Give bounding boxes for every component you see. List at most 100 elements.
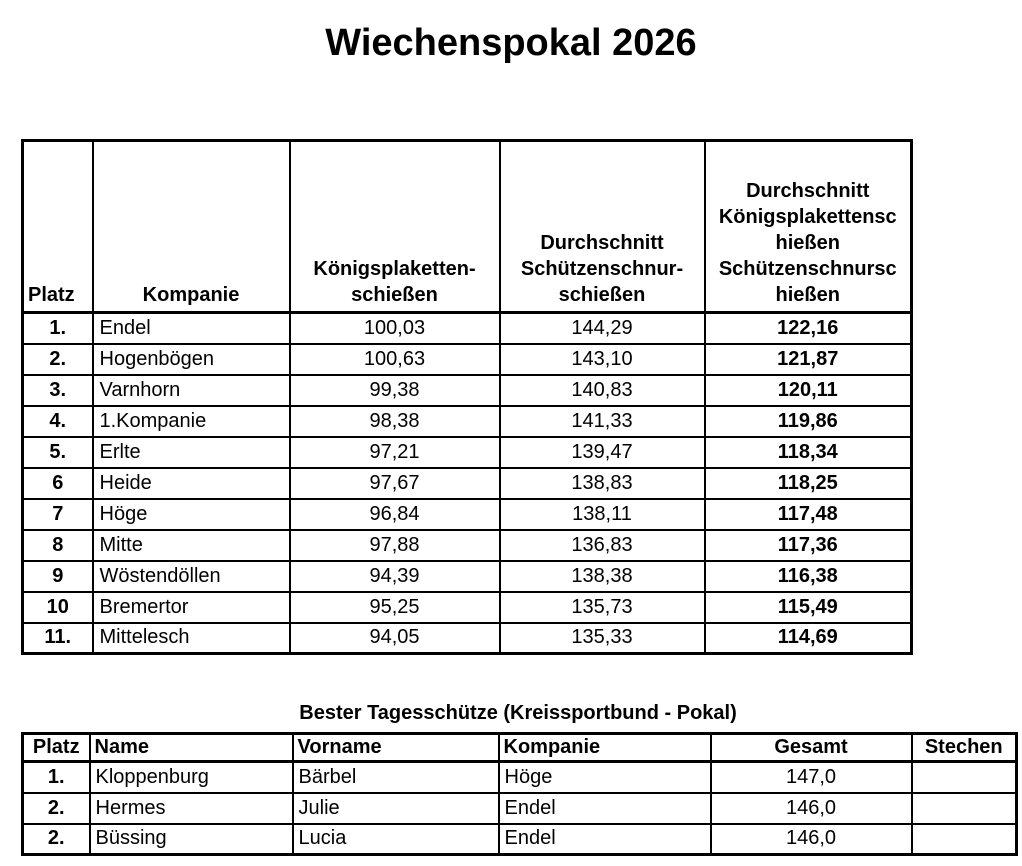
cell-stechen: [910, 822, 1018, 856]
cell-koenigsplaketten: 95,25: [288, 590, 501, 624]
column-header-name: Name: [88, 732, 294, 763]
cell-stechen: [910, 791, 1018, 825]
results-table: Platz Kompanie Königsplaketten- schießen…: [21, 139, 913, 655]
cell-name: Kloppenburg: [88, 760, 294, 794]
column-header-durchschnitt-schuetzenschnurschiessen: Durchschnitt Schützenschnur- schießen: [498, 139, 706, 314]
table-row: 1. Kloppenburg Bärbel Höge 147,0: [21, 760, 1018, 794]
best-shooter-table-body: 1. Kloppenburg Bärbel Höge 147,0 2. Herm…: [21, 760, 1018, 856]
cell-stechen: [910, 760, 1018, 794]
cell-schuetzenschnur: 138,38: [498, 559, 706, 593]
cell-durchschnitt: 114,69: [703, 621, 913, 655]
cell-schuetzenschnur: 138,83: [498, 466, 706, 500]
table-row: 9 Wöstendöllen 94,39 138,38 116,38: [21, 559, 913, 593]
cell-platz: 1.: [21, 311, 94, 345]
cell-kompanie: Endel: [91, 311, 291, 345]
cell-kompanie: Mittelesch: [91, 621, 291, 655]
cell-durchschnitt: 117,48: [703, 497, 913, 531]
cell-durchschnitt: 120,11: [703, 373, 913, 407]
cell-schuetzenschnur: 135,33: [498, 621, 706, 655]
column-header-kompanie: Kompanie: [91, 139, 291, 314]
cell-kompanie: Endel: [497, 791, 712, 825]
column-header-platz: Platz: [21, 139, 94, 314]
cell-platz: 2.: [21, 822, 91, 856]
table-row: 4. 1.Kompanie 98,38 141,33 119,86: [21, 404, 913, 438]
table-row: 7 Höge 96,84 138,11 117,48: [21, 497, 913, 531]
cell-durchschnitt: 118,25: [703, 466, 913, 500]
cell-kompanie: Hogenbögen: [91, 342, 291, 376]
results-table-header: Platz Kompanie Königsplaketten- schießen…: [21, 139, 913, 314]
table-row: 11. Mittelesch 94,05 135,33 114,69: [21, 621, 913, 655]
cell-platz: 9: [21, 559, 94, 593]
cell-kompanie: Höge: [497, 760, 712, 794]
cell-durchschnitt: 117,36: [703, 528, 913, 562]
cell-koenigsplaketten: 98,38: [288, 404, 501, 438]
cell-gesamt: 146,0: [709, 822, 913, 856]
table-row: 2. Hermes Julie Endel 146,0: [21, 791, 1018, 825]
column-header-koenigsplakettenschiessen: Königsplaketten- schießen: [288, 139, 501, 314]
cell-schuetzenschnur: 141,33: [498, 404, 706, 438]
cell-schuetzenschnur: 139,47: [498, 435, 706, 469]
cell-kompanie: Erlte: [91, 435, 291, 469]
table-row: 6 Heide 97,67 138,83 118,25: [21, 466, 913, 500]
cell-kompanie: Heide: [91, 466, 291, 500]
cell-kompanie: Endel: [497, 822, 712, 856]
cell-koenigsplaketten: 94,05: [288, 621, 501, 655]
column-header-platz: Platz: [21, 732, 91, 763]
column-header-durchschnitt-gesamt: Durchschnitt Königsplakettensc hießen Sc…: [703, 139, 913, 314]
best-shooter-table: Platz Name Vorname Kompanie Gesamt Stech…: [21, 732, 1018, 856]
cell-koenigsplaketten: 96,84: [288, 497, 501, 531]
cell-schuetzenschnur: 140,83: [498, 373, 706, 407]
cell-platz: 5.: [21, 435, 94, 469]
best-shooter-title: Bester Tagesschütze (Kreissportbund - Po…: [299, 702, 737, 724]
cell-koenigsplaketten: 99,38: [288, 373, 501, 407]
cell-durchschnitt: 118,34: [703, 435, 913, 469]
cell-schuetzenschnur: 135,73: [498, 590, 706, 624]
column-header-gesamt: Gesamt: [709, 732, 913, 763]
table-row: 8 Mitte 97,88 136,83 117,36: [21, 528, 913, 562]
cell-schuetzenschnur: 144,29: [498, 311, 706, 345]
cell-platz: 8: [21, 528, 94, 562]
cell-name: Hermes: [88, 791, 294, 825]
cell-platz: 2.: [21, 342, 94, 376]
cell-vorname: Bärbel: [291, 760, 500, 794]
table-row: 2. Hogenbögen 100,63 143,10 121,87: [21, 342, 913, 376]
column-header-kompanie: Kompanie: [497, 732, 712, 763]
cell-kompanie: Varnhorn: [91, 373, 291, 407]
cell-platz: 2.: [21, 791, 91, 825]
cell-kompanie: Wöstendöllen: [91, 559, 291, 593]
cell-koenigsplaketten: 97,88: [288, 528, 501, 562]
cell-koenigsplaketten: 100,63: [288, 342, 501, 376]
page-title: Wiechenspokal 2026: [325, 22, 697, 64]
cell-platz: 11.: [21, 621, 94, 655]
cell-koenigsplaketten: 97,21: [288, 435, 501, 469]
cell-kompanie: 1.Kompanie: [91, 404, 291, 438]
table-row: 1. Endel 100,03 144,29 122,16: [21, 311, 913, 345]
cell-gesamt: 146,0: [709, 791, 913, 825]
cell-vorname: Julie: [291, 791, 500, 825]
cell-platz: 1.: [21, 760, 91, 794]
cell-koenigsplaketten: 97,67: [288, 466, 501, 500]
cell-platz: 6: [21, 466, 94, 500]
cell-kompanie: Höge: [91, 497, 291, 531]
cell-koenigsplaketten: 100,03: [288, 311, 501, 345]
cell-platz: 7: [21, 497, 94, 531]
cell-schuetzenschnur: 136,83: [498, 528, 706, 562]
header-row: Platz Kompanie Königsplaketten- schießen…: [21, 139, 913, 314]
header-row: Platz Name Vorname Kompanie Gesamt Stech…: [21, 732, 1018, 763]
column-header-stechen: Stechen: [910, 732, 1018, 763]
cell-vorname: Lucia: [291, 822, 500, 856]
cell-name: Büssing: [88, 822, 294, 856]
cell-platz: 10: [21, 590, 94, 624]
table-row: 2. Büssing Lucia Endel 146,0: [21, 822, 1018, 856]
best-shooter-table-header: Platz Name Vorname Kompanie Gesamt Stech…: [21, 732, 1018, 763]
cell-gesamt: 147,0: [709, 760, 913, 794]
cell-durchschnitt: 116,38: [703, 559, 913, 593]
cell-durchschnitt: 119,86: [703, 404, 913, 438]
table-row: 3. Varnhorn 99,38 140,83 120,11: [21, 373, 913, 407]
cell-kompanie: Mitte: [91, 528, 291, 562]
table-row: 10 Bremertor 95,25 135,73 115,49: [21, 590, 913, 624]
cell-koenigsplaketten: 94,39: [288, 559, 501, 593]
column-header-vorname: Vorname: [291, 732, 500, 763]
table-row: 5. Erlte 97,21 139,47 118,34: [21, 435, 913, 469]
